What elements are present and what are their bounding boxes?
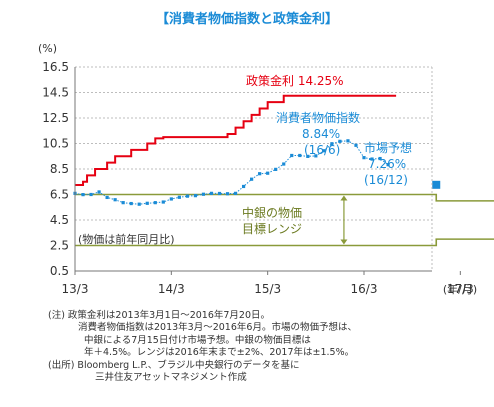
cpi-date: (16/6)	[304, 143, 340, 157]
data-point	[137, 202, 141, 206]
yoy-note: (物価は前年同月比)	[78, 232, 175, 246]
note-line: 消費者物価指数は2013年3月～2016年6月。市場の物価予想は、	[78, 322, 357, 334]
x-tick-label: 17/3	[447, 282, 474, 296]
forecast-point	[432, 180, 441, 189]
data-point	[250, 177, 254, 181]
band-label: 目標レンジ	[242, 222, 302, 236]
x-unit-label: (年/月)	[443, 282, 477, 296]
band-label: 中銀の物価	[242, 205, 302, 220]
y-unit-label: (%)	[38, 42, 57, 55]
series-layer	[73, 94, 441, 206]
note-line: (注) 政策金利は2013年3月1日～2016年7月20日。	[48, 310, 271, 321]
data-point	[386, 163, 390, 167]
note-line: 中銀による7月15日付け市場予想。中銀の物価目標は	[84, 334, 311, 346]
target-band-layer	[75, 193, 494, 247]
x-tick-label: 14/3	[158, 282, 185, 296]
data-point	[89, 192, 93, 197]
data-point	[282, 162, 286, 166]
forecast-label: 市場予想	[364, 140, 412, 155]
rate-label: 政策金利 14.25%	[246, 73, 344, 88]
y-tick-label: 4.5	[50, 213, 69, 227]
data-point	[338, 139, 342, 143]
note-line: (出所) Bloomberg L.P.、ブラジル中央銀行のデータを基に	[48, 359, 300, 371]
y-tick-label: 6.5	[50, 188, 69, 202]
forecast-date: (16/12)	[364, 173, 408, 187]
data-point	[185, 194, 189, 198]
data-point	[354, 143, 358, 147]
data-point	[129, 201, 133, 206]
x-tick-label: 13/3	[62, 282, 89, 296]
note-line: 三井住友アセットマネジメント作成	[95, 372, 247, 384]
data-point	[314, 154, 318, 158]
note-line: 年＋4.5%。レンジは2016年末まで±2%、2017年は±1.5%。	[84, 347, 355, 359]
data-point	[209, 191, 214, 195]
data-point	[161, 200, 165, 204]
series-line	[75, 238, 494, 247]
y-tick-label: 8.5	[50, 162, 69, 176]
chart: 0.5 2.5 4.5 6.5 8.5 10.5 12.5 14.5 16.5 13/3 14/3 1…	[38, 42, 494, 296]
data-point	[81, 193, 85, 197]
data-point	[298, 153, 302, 158]
chart-title: 【消費者物価指数と政策金利】	[155, 12, 338, 27]
cpi-label: 消費者物価指数	[276, 110, 360, 125]
data-point	[258, 172, 262, 176]
data-point	[121, 201, 125, 205]
data-point	[290, 153, 294, 158]
y-tick-label: 0.5	[50, 264, 69, 278]
x-tick-label: 15/3	[254, 282, 281, 296]
y-tick-label: 16.5	[42, 60, 69, 74]
data-point	[225, 192, 230, 196]
x-tick-label: 16/3	[351, 282, 378, 296]
series-line	[75, 193, 494, 202]
y-tick-label: 12.5	[42, 111, 69, 125]
data-point	[378, 156, 382, 161]
data-point	[193, 194, 198, 198]
data-point	[266, 171, 270, 175]
axis-layer: 0.5 2.5 4.5 6.5 8.5 10.5 12.5 14.5 16.5 13/3 14/3 1…	[38, 42, 477, 296]
band-arrow-head-up	[340, 195, 348, 201]
data-point	[274, 167, 278, 171]
data-point	[241, 184, 246, 189]
band-arrow-head-down	[340, 239, 348, 245]
data-point	[233, 191, 238, 195]
data-point	[306, 154, 310, 158]
forecast-value: 7.26%	[368, 157, 406, 171]
data-point	[217, 191, 222, 196]
data-point	[105, 195, 109, 200]
data-point	[370, 157, 374, 161]
footnotes: (注) 政策金利は2013年3月1日～2016年7月20日。 消費者物価指数は2…	[48, 310, 488, 384]
data-point	[97, 190, 101, 194]
data-point	[330, 142, 334, 146]
annotation-layer: 政策金利 14.25% 消費者物価指数 8.84% (16/6) 市場予想 7.26% (1…	[78, 73, 412, 246]
y-tick-label: 14.5	[42, 86, 69, 100]
data-point	[177, 195, 181, 199]
data-point	[145, 201, 149, 205]
y-tick-label: 2.5	[50, 239, 69, 253]
data-point	[322, 149, 326, 153]
data-point	[153, 201, 157, 205]
data-point	[201, 192, 206, 196]
data-point	[169, 197, 173, 201]
y-tick-label: 10.5	[42, 137, 69, 151]
cpi-value: 8.84%	[302, 127, 340, 141]
series-line	[75, 94, 397, 186]
data-point	[113, 198, 117, 202]
data-point	[362, 156, 366, 160]
series-line	[74, 140, 389, 205]
data-point	[346, 139, 350, 143]
